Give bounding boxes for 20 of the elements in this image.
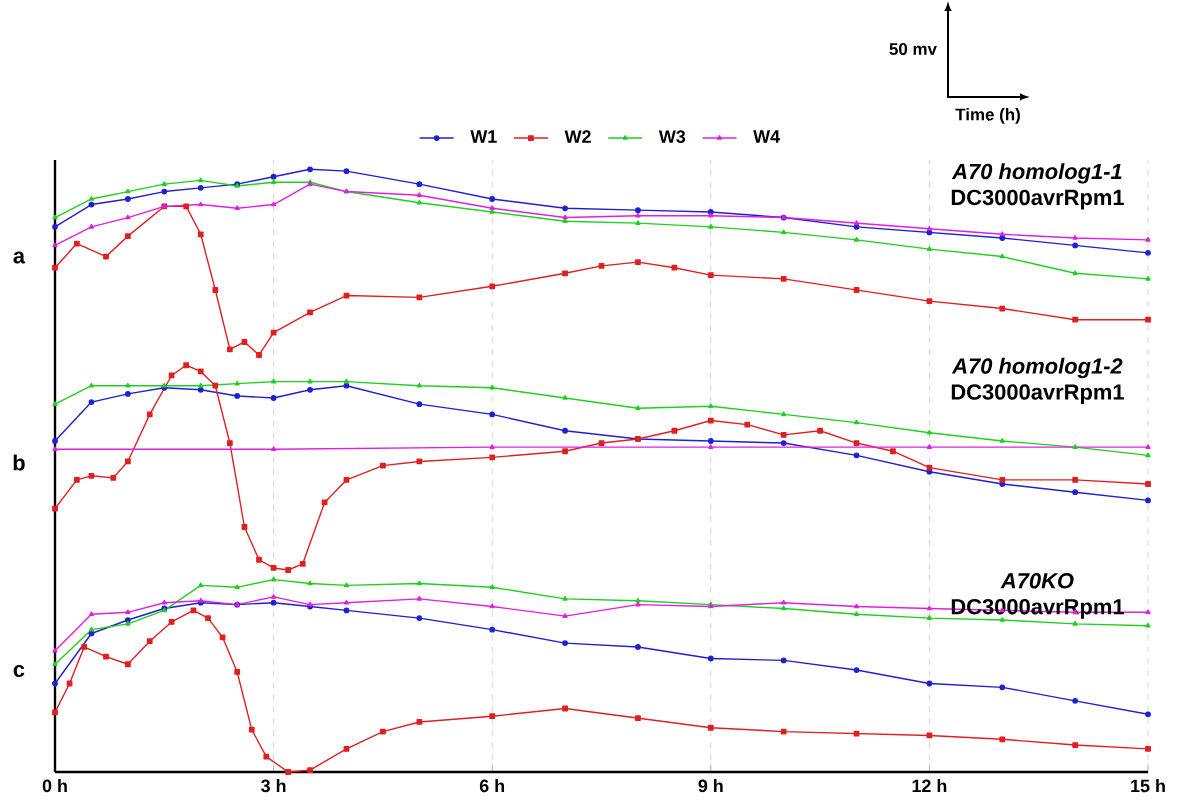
x-tick-label: 9 h — [698, 779, 723, 793]
legend-label: W1 — [470, 130, 497, 143]
chart-title: A70KO — [1000, 573, 1074, 589]
text: DC3000avrRpm1 — [951, 384, 1124, 405]
chart-title: A70 homolog1-1 — [951, 163, 1122, 184]
legend-label: W3 — [658, 130, 686, 143]
y-axis-title: b — [13, 454, 25, 471]
y-axis-title: a — [13, 251, 26, 264]
text: 50 mv — [889, 43, 937, 55]
x-tick-label: 12 h — [912, 779, 947, 793]
x-tick-label: 3 h — [261, 779, 286, 793]
x-tick-label: 15 h — [1131, 779, 1165, 793]
x-tick-label: 6 h — [479, 779, 505, 793]
x-tick-label: 0 h — [42, 779, 67, 793]
chart-title: A70 homolog1-2 — [951, 357, 1123, 379]
text: Time (h) — [955, 108, 1020, 124]
text: DC3000avrRpm1 — [951, 189, 1124, 210]
legend-label: W4 — [753, 130, 780, 143]
y-axis-title: c — [13, 665, 25, 678]
legend-label: W2 — [564, 130, 591, 143]
